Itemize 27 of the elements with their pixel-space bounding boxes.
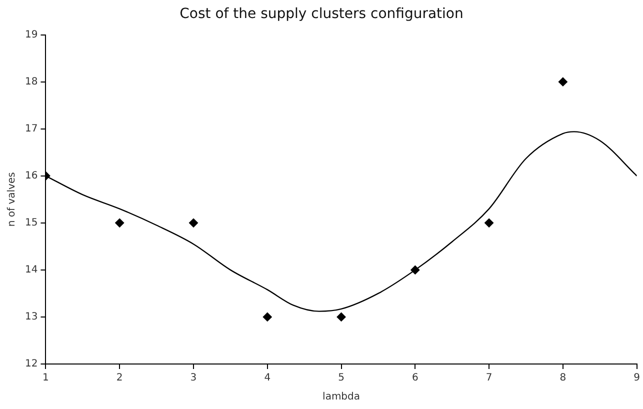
point: [336, 312, 346, 322]
x-tick-label: 3: [190, 372, 197, 384]
y-tick-label: 17: [24, 123, 38, 134]
point: [558, 77, 568, 86]
point: [262, 312, 272, 322]
point: [410, 265, 420, 274]
x-axis-title: lambda: [322, 392, 360, 403]
point: [115, 218, 124, 228]
point: [189, 218, 198, 228]
y-tick-label: 15: [24, 218, 38, 229]
x-tick-label: 9: [634, 372, 640, 384]
x-tick-label: 5: [338, 372, 344, 384]
y-tick-label: 12: [24, 358, 38, 370]
y-tick-label: 13: [24, 312, 38, 323]
chart-title: Cost of the supply clusters configuration: [180, 6, 464, 22]
x-tick-label: 2: [116, 372, 123, 384]
y-axis-title: n of valves: [6, 172, 18, 227]
y-tick-label: 16: [24, 170, 38, 182]
x-tick-label: 7: [486, 372, 492, 384]
x-tick-label: 6: [412, 372, 418, 384]
y-tick-label: 14: [24, 264, 38, 276]
x-tick-label: 1: [42, 372, 49, 384]
y-tick-label: 19: [24, 29, 38, 40]
point: [484, 218, 494, 228]
x-tick-label: 4: [264, 372, 271, 384]
y-tick-label: 18: [24, 76, 38, 88]
x-tick-label: 8: [560, 372, 566, 384]
